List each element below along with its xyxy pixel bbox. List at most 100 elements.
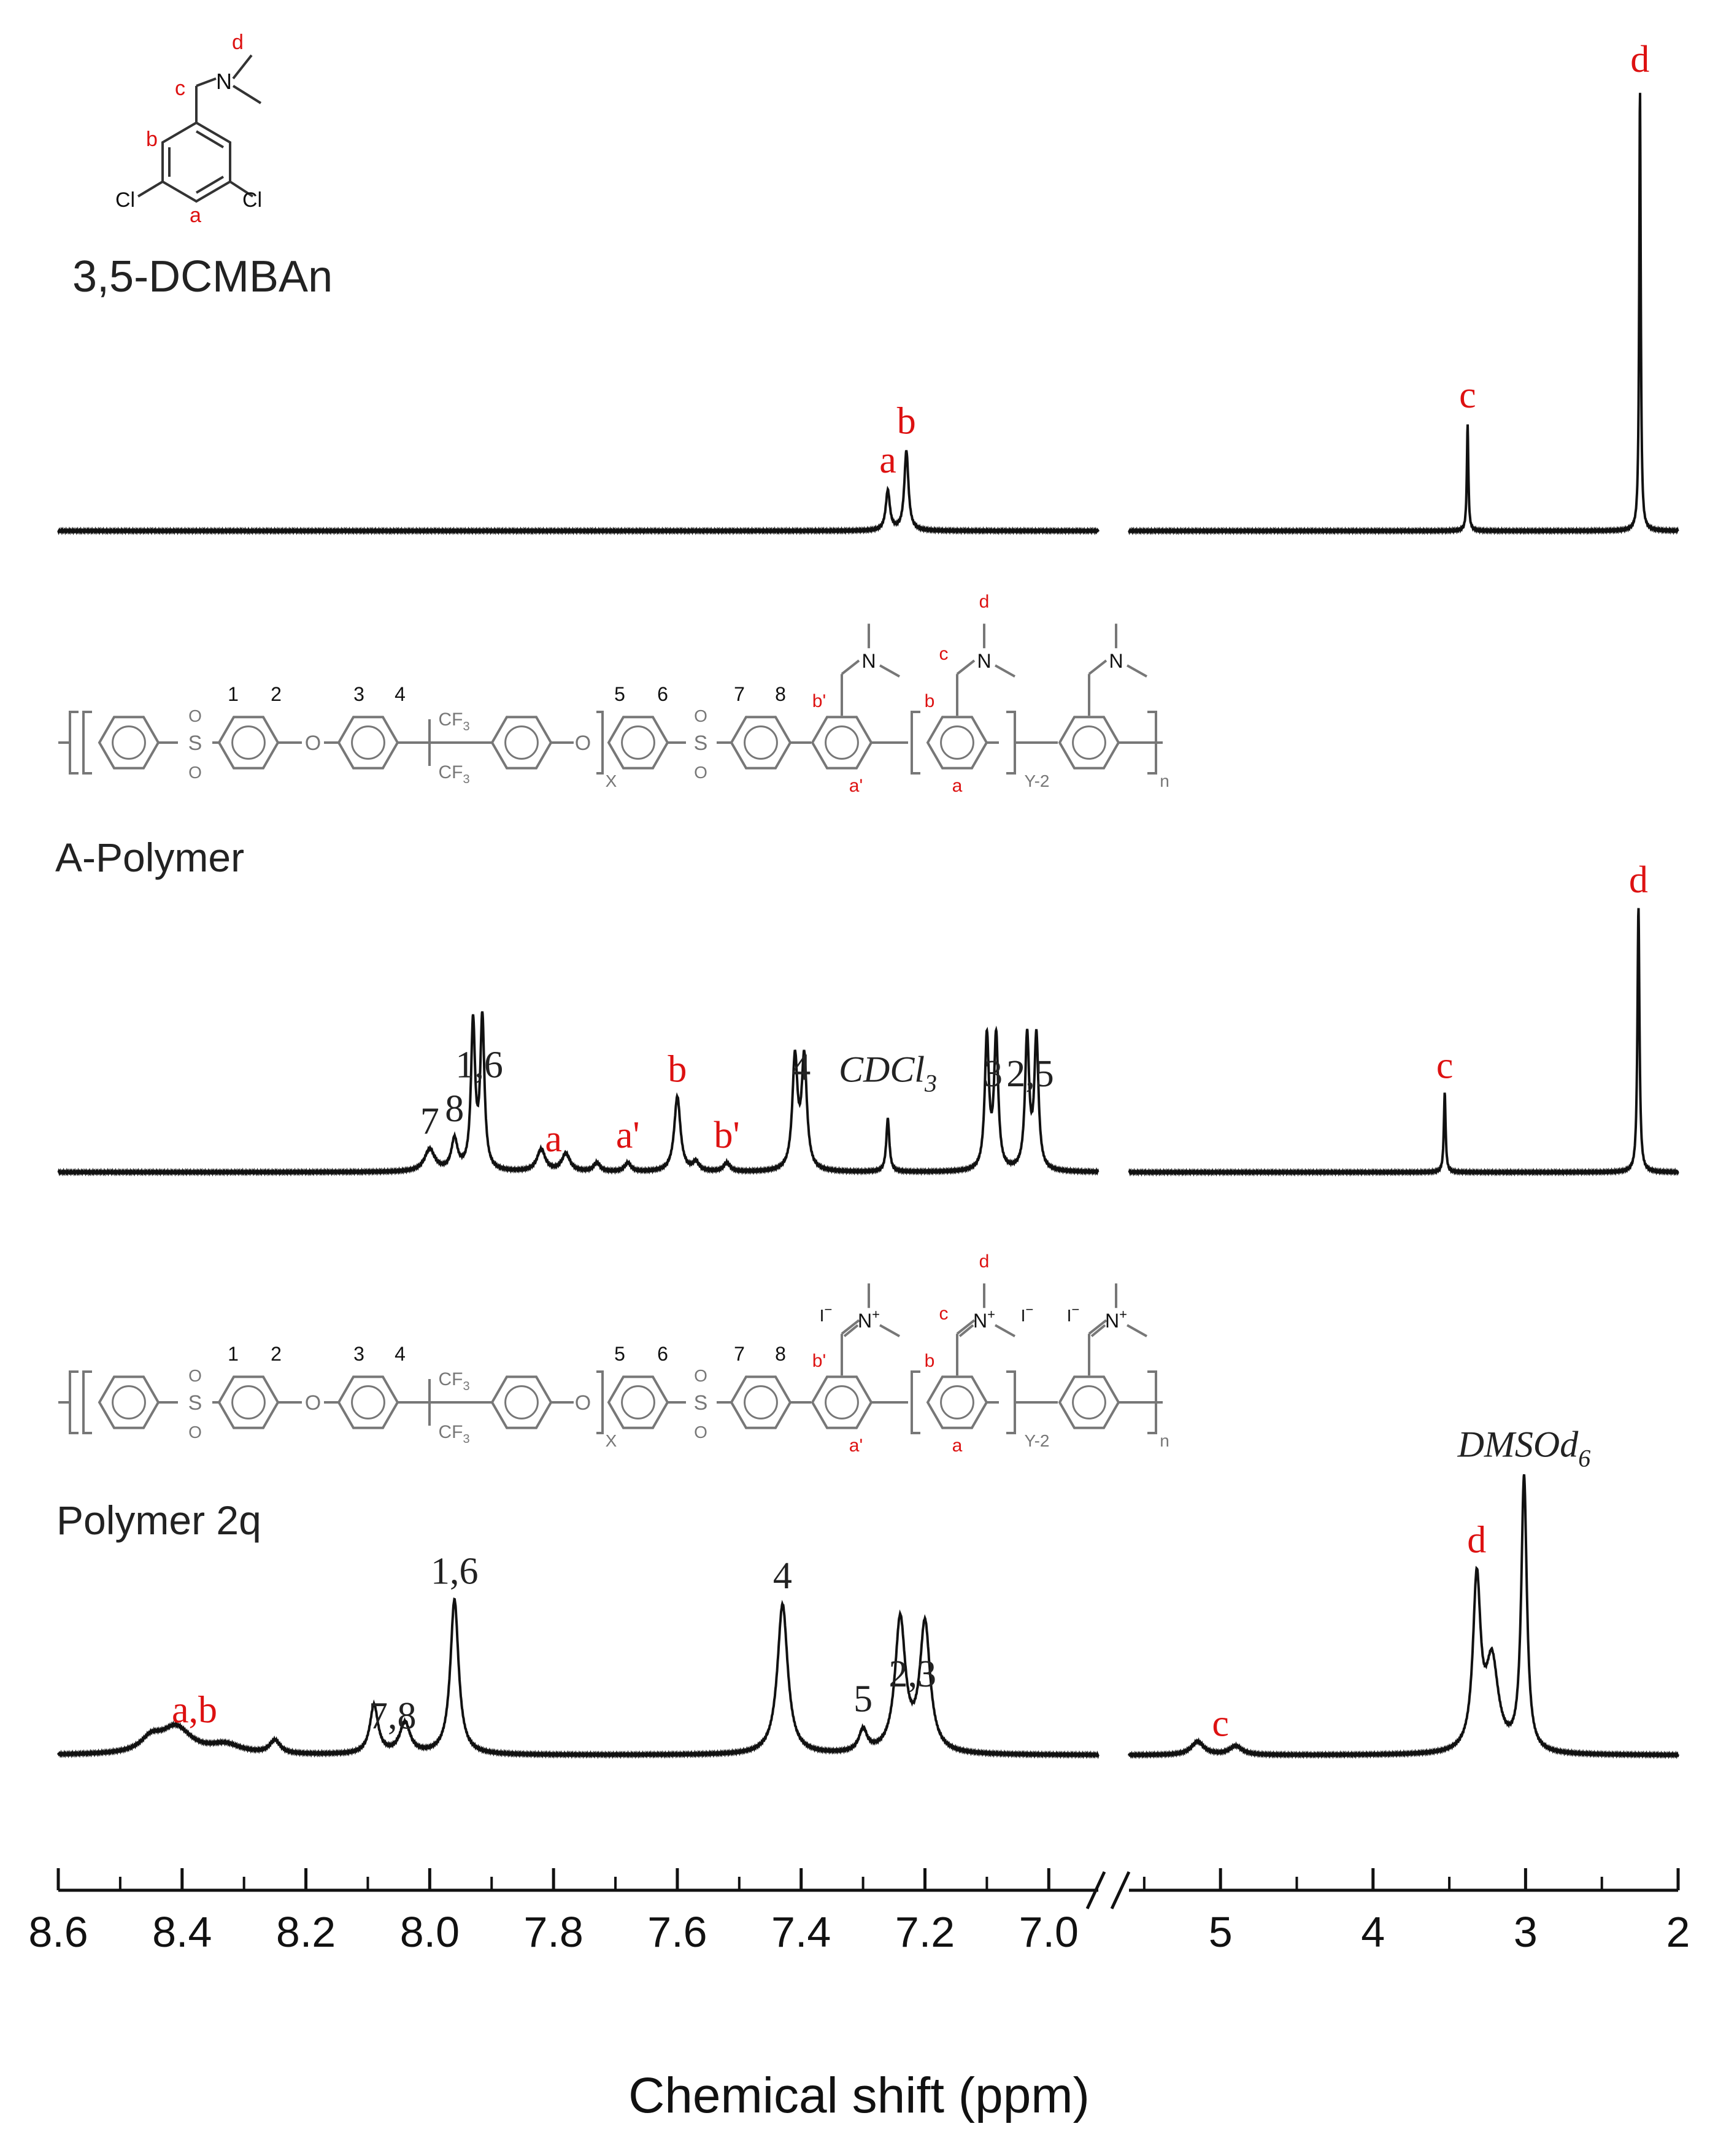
ring-8-inner bbox=[940, 725, 974, 760]
ring-7-inner bbox=[825, 1385, 859, 1420]
subscript-y: Y-2 bbox=[1024, 1431, 1049, 1450]
position-number-4: 4 bbox=[395, 1343, 406, 1365]
methyl-bond bbox=[879, 664, 900, 678]
atom-s: S bbox=[694, 1391, 708, 1415]
ring-1-inner bbox=[112, 725, 146, 760]
annotation-3-7: c bbox=[1212, 1703, 1229, 1745]
tick-label: 3 bbox=[1514, 1908, 1538, 1956]
pendant-bond bbox=[956, 659, 976, 675]
position-number-8: 8 bbox=[775, 1343, 786, 1365]
spectrum-line-2-right bbox=[1128, 908, 1679, 1177]
pendant-bond bbox=[841, 1319, 860, 1335]
atom-o: O bbox=[188, 1423, 202, 1442]
position-number-3: 3 bbox=[353, 683, 364, 705]
bracket-x bbox=[596, 711, 604, 775]
ring-9 bbox=[1058, 1375, 1120, 1429]
annotation-2-8: 4 bbox=[792, 1047, 811, 1089]
atom-o: O bbox=[305, 1391, 321, 1415]
tick-label: 7.6 bbox=[647, 1908, 707, 1956]
subscript-x: X bbox=[606, 771, 617, 790]
annotation-3-8: d bbox=[1467, 1519, 1486, 1561]
label-c: c bbox=[939, 644, 949, 664]
atom-n-1: N bbox=[861, 650, 876, 672]
position-number-6: 6 bbox=[657, 1343, 668, 1365]
tick-label: 8.2 bbox=[276, 1908, 336, 1956]
annotation-subscript: 6 bbox=[1578, 1444, 1590, 1472]
minus-charge: − bbox=[1071, 1302, 1079, 1317]
position-number-4: 4 bbox=[395, 683, 406, 705]
series-name-dcmban: 3,5-DCMBAn bbox=[72, 252, 333, 301]
label-a: a bbox=[952, 776, 963, 796]
ring-5 bbox=[607, 1375, 669, 1429]
pendant-bond bbox=[1088, 659, 1107, 675]
ring-3-inner bbox=[351, 1385, 385, 1420]
bracket-open-inner bbox=[82, 1370, 92, 1434]
annotation-3-4: 4 bbox=[773, 1555, 792, 1597]
ring-9-inner bbox=[1072, 1385, 1106, 1420]
ring-2 bbox=[217, 716, 280, 770]
atom-o: O bbox=[694, 763, 707, 782]
methyl-bond bbox=[1127, 1324, 1147, 1337]
x-axis: 8.6 8.4 8.2 8.0 7.8 7.6 7.4 7.2 7.0 5 4 3 2 bbox=[28, 1868, 1690, 1956]
position-number-6: 6 bbox=[657, 683, 668, 705]
atom-o: O bbox=[694, 1423, 707, 1442]
annotation-3-6: 2,3 bbox=[889, 1653, 937, 1695]
annotation-2-7: b' bbox=[714, 1115, 740, 1156]
spectrum-line-3-left bbox=[57, 1597, 1100, 1760]
plus-charge: + bbox=[1119, 1307, 1127, 1322]
annotation-2-4: a bbox=[545, 1118, 562, 1160]
tick-label: 7.8 bbox=[523, 1908, 583, 1956]
ring-4 bbox=[490, 1375, 553, 1429]
methyl-bond bbox=[958, 1324, 974, 1337]
tick-label: 5 bbox=[1209, 1908, 1233, 1956]
monomer-label-a: a bbox=[190, 204, 201, 227]
cf3-sub: 3 bbox=[463, 720, 469, 733]
atom-o: O bbox=[188, 1366, 202, 1385]
annotation-2-1: 7 bbox=[420, 1100, 439, 1142]
subscript-y: Y-2 bbox=[1024, 771, 1049, 790]
minus-charge: − bbox=[1025, 1302, 1033, 1317]
annotation-1-4: d bbox=[1630, 39, 1649, 80]
bracket-n-close bbox=[1147, 711, 1157, 775]
annotation-3-9: DMSOd6 bbox=[1457, 1424, 1591, 1472]
label-a-prime: a' bbox=[849, 776, 863, 796]
ring-1 bbox=[98, 716, 160, 770]
methyl-bond bbox=[1090, 1324, 1106, 1337]
ring-4-inner bbox=[504, 725, 539, 760]
label-d: d bbox=[979, 592, 990, 612]
label-b: b bbox=[925, 691, 935, 711]
subscript-n: n bbox=[1160, 1431, 1169, 1450]
bracket-y-open bbox=[911, 1370, 920, 1434]
series-name-a-polymer: A-Polymer bbox=[55, 835, 244, 880]
atom-o: O bbox=[694, 706, 707, 725]
spectrum-line-1-left bbox=[57, 450, 1100, 536]
pendant-bond bbox=[1088, 1319, 1107, 1335]
minus-charge: − bbox=[824, 1302, 832, 1317]
ring-3 bbox=[337, 716, 399, 770]
cf3-sub: 3 bbox=[463, 1380, 469, 1393]
annotation-3-2: 7,8 bbox=[369, 1695, 417, 1737]
ring-6-inner bbox=[744, 725, 778, 760]
position-number-5: 5 bbox=[614, 683, 625, 705]
position-number-7: 7 bbox=[734, 1343, 745, 1365]
cf3-sub: 3 bbox=[463, 1432, 469, 1446]
ring-6 bbox=[730, 716, 792, 770]
tick-label: 8.0 bbox=[400, 1908, 460, 1956]
ring-5-inner bbox=[621, 725, 655, 760]
ring-2-inner bbox=[231, 725, 266, 760]
plus-charge: + bbox=[872, 1307, 880, 1322]
annotation-3-5: 5 bbox=[853, 1679, 872, 1720]
annotation-1-3: c bbox=[1459, 374, 1476, 416]
tick-label: 7.4 bbox=[771, 1908, 831, 1956]
atom-n-3: N bbox=[1109, 650, 1123, 672]
annotation-3-1: a,b bbox=[172, 1690, 217, 1731]
tick-label: 8.6 bbox=[28, 1908, 88, 1956]
monomer-label-c: c bbox=[175, 77, 185, 100]
label-b: b bbox=[925, 1351, 935, 1371]
annotation-3-3: 1,6 bbox=[431, 1550, 479, 1592]
ring-9 bbox=[1058, 716, 1120, 770]
label-b-prime: b' bbox=[812, 691, 826, 711]
ring-2 bbox=[217, 1375, 280, 1429]
